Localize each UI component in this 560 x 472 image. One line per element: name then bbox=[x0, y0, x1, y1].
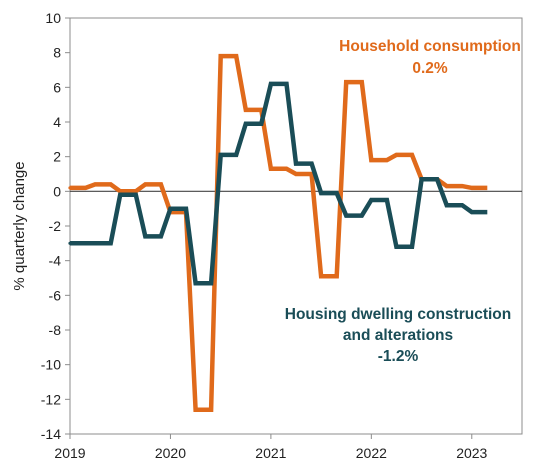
data-point bbox=[445, 184, 449, 188]
y-tick-label: -6 bbox=[49, 287, 62, 303]
y-tick-label: 6 bbox=[53, 79, 61, 95]
data-point bbox=[369, 158, 373, 162]
data-point bbox=[194, 281, 198, 285]
series-label-line: and alterations bbox=[343, 327, 453, 344]
data-point bbox=[319, 191, 323, 195]
data-point bbox=[394, 153, 398, 157]
x-tick-label: 2020 bbox=[155, 445, 186, 461]
x-tick-label: 2019 bbox=[54, 445, 85, 461]
data-point bbox=[168, 207, 172, 211]
y-tick-label: -4 bbox=[49, 253, 62, 269]
series-label-line: Household consumption bbox=[339, 38, 521, 55]
data-point bbox=[294, 172, 298, 176]
data-point bbox=[269, 82, 273, 86]
series-labels: Household consumption 0.2% Housing dwellin… bbox=[285, 38, 521, 365]
data-point bbox=[68, 241, 72, 245]
y-tick-label: -12 bbox=[41, 391, 61, 407]
data-point bbox=[68, 186, 72, 190]
data-point bbox=[420, 177, 424, 181]
x-tick-label: 2023 bbox=[456, 445, 487, 461]
series-housing-dwelling-construction bbox=[68, 81, 488, 286]
y-tick-label: 4 bbox=[53, 114, 61, 130]
x-tick-label: 2022 bbox=[356, 445, 387, 461]
y-tick-label: -2 bbox=[49, 218, 62, 234]
y-tick-label: 0 bbox=[53, 183, 61, 199]
data-point bbox=[394, 245, 398, 249]
data-point bbox=[294, 162, 298, 166]
y-tick-label: -14 bbox=[41, 426, 61, 442]
data-point bbox=[143, 234, 147, 238]
y-axis-title: % quarterly change bbox=[11, 161, 28, 290]
data-point bbox=[445, 203, 449, 207]
y-tick-label: 10 bbox=[45, 10, 61, 26]
series-lines bbox=[68, 53, 488, 412]
data-point bbox=[93, 182, 97, 186]
data-point bbox=[470, 186, 474, 190]
data-point bbox=[344, 80, 348, 84]
data-point bbox=[118, 189, 122, 193]
y-tick-label: 2 bbox=[53, 149, 61, 165]
x-tick-label: 2021 bbox=[255, 445, 286, 461]
series-label-line: -1.2% bbox=[378, 348, 419, 365]
data-point bbox=[344, 214, 348, 218]
series-household-consumption bbox=[68, 53, 488, 412]
data-point bbox=[194, 408, 198, 412]
data-point bbox=[369, 198, 373, 202]
series-label-line: 0.2% bbox=[412, 60, 448, 77]
y-tick-label: -10 bbox=[41, 357, 61, 373]
plot-frame bbox=[69, 17, 523, 435]
axes: 10 8 6 4 2 0 -2 -4 -6 -8 -10 -12 -14 % quarterly chan… bbox=[11, 10, 523, 461]
data-point bbox=[244, 108, 248, 112]
data-point bbox=[219, 54, 223, 58]
data-point bbox=[93, 241, 97, 245]
y-tick-label: 8 bbox=[53, 45, 61, 61]
data-point bbox=[269, 167, 273, 171]
y-tick-label: -8 bbox=[49, 322, 62, 338]
series-label-line: Housing dwelling construction bbox=[285, 306, 511, 323]
data-point bbox=[219, 153, 223, 157]
data-point bbox=[143, 182, 147, 186]
series-line bbox=[70, 81, 488, 286]
data-point bbox=[244, 122, 248, 126]
data-point bbox=[319, 274, 323, 278]
series-line bbox=[70, 53, 488, 412]
data-point bbox=[470, 210, 474, 214]
data-point bbox=[118, 193, 122, 197]
